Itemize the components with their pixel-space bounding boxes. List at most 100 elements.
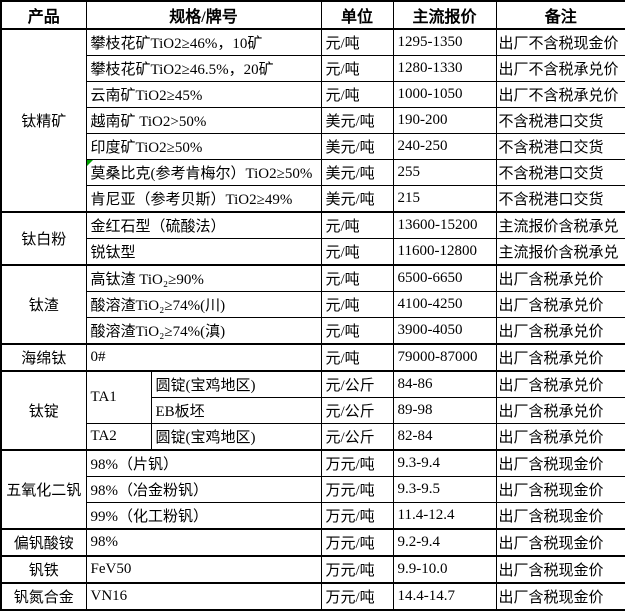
unit-cell-text: 元/吨 xyxy=(325,324,360,340)
note-cell-text: 不含税港口交货 xyxy=(498,192,604,208)
note-cell: 出厂不含税承兑价 xyxy=(495,55,625,82)
spec-cell: 攀枝花矿TiO2≥46.5%，20矿 xyxy=(85,55,322,82)
column-header-price: 主流报价 xyxy=(392,0,497,30)
product-cell: 钛渣 xyxy=(0,264,87,345)
price-cell: 4100-4250 xyxy=(392,291,497,318)
spec-cell: 印度矿TiO2≥50% xyxy=(85,133,322,160)
note-cell: 出厂不含税现金价 xyxy=(495,28,625,56)
unit-cell-text: 元/吨 xyxy=(325,351,360,367)
note-cell-text: 主流报价含税承兑 xyxy=(498,245,619,261)
spec-cell: FeV50 xyxy=(85,555,322,584)
note-cell: 出厂含税现金价 xyxy=(495,476,625,503)
unit-cell: 万元/吨 xyxy=(320,449,394,477)
note-cell: 出厂含税承兑价 xyxy=(495,397,625,424)
spec-cell-text: EB板坯 xyxy=(155,404,205,420)
price-cell-text: 1295-1350 xyxy=(397,34,463,50)
spec-cell-text: 锐钛型 xyxy=(90,245,136,261)
unit-cell: 元/吨 xyxy=(320,211,394,239)
spec-cell: 酸溶渣TiO₂≥74%(川) xyxy=(85,291,322,318)
spec-cell: 锐钛型 xyxy=(85,238,322,266)
price-cell: 190-200 xyxy=(392,107,497,134)
product-cell-text: 海绵钛 xyxy=(21,351,67,367)
price-cell: 14.4-14.7 xyxy=(392,582,497,611)
price-cell-text: 13600-15200 xyxy=(397,217,478,233)
unit-cell: 万元/吨 xyxy=(320,502,394,530)
unit-cell-text: 美元/吨 xyxy=(325,166,375,182)
column-header-note: 备注 xyxy=(495,0,625,30)
spec-cell: 越南矿 TiO2>50% xyxy=(85,107,322,134)
unit-cell-text: 元/吨 xyxy=(325,272,360,288)
product-cell: 钒氮合金 xyxy=(0,582,87,611)
note-cell: 不含税港口交货 xyxy=(495,133,625,160)
spec-cell-text: 圆锭(宝鸡地区) xyxy=(155,430,256,446)
price-cell: 89-98 xyxy=(392,397,497,424)
price-cell: 9.3-9.5 xyxy=(392,476,497,503)
table-row: TA2 圆锭(宝鸡地区) 元/公斤 82-84 出厂含税承兑价 xyxy=(1,423,625,451)
price-cell: 9.2-9.4 xyxy=(392,528,497,557)
note-cell: 出厂含税承兑价 xyxy=(495,423,625,451)
spec-cell-text: 98% xyxy=(90,534,119,550)
note-cell-text: 出厂含税承兑价 xyxy=(498,351,604,367)
spec-cell-text: 99%（化工粉钒） xyxy=(90,509,209,525)
spec-cell: 圆锭(宝鸡地区) xyxy=(150,423,322,451)
unit-cell-text: 万元/吨 xyxy=(325,536,375,552)
price-cell-text: 240-250 xyxy=(397,138,448,154)
table-row: EB板坯 元/公斤 89-98 出厂含税承兑价 xyxy=(1,397,625,424)
unit-cell: 万元/吨 xyxy=(320,476,394,503)
unit-cell-text: 元/吨 xyxy=(325,88,360,104)
note-cell: 出厂不含税承兑价 xyxy=(495,81,625,108)
spec-cell: 酸溶渣TiO₂≥74%(滇) xyxy=(85,317,322,345)
product-cell-text: 钒铁 xyxy=(28,563,59,579)
spec-cell-text: 98%（冶金粉钒） xyxy=(90,483,209,499)
spec-cell-text: 酸溶渣TiO₂≥74%(川) xyxy=(90,298,226,314)
unit-cell-text: 万元/吨 xyxy=(325,590,375,606)
unit-cell-text: 万元/吨 xyxy=(325,457,375,473)
price-cell: 9.9-10.0 xyxy=(392,555,497,584)
spec-cell: 98% xyxy=(85,528,322,557)
spec-cell-text: VN16 xyxy=(90,588,128,604)
grade-cell-text: TA2 xyxy=(90,428,117,444)
unit-cell-text: 元/吨 xyxy=(325,36,360,52)
unit-cell: 美元/吨 xyxy=(320,107,394,134)
table-row: 攀枝花矿TiO2≥46.5%，20矿 元/吨 1280-1330 出厂不含税承兑价 xyxy=(1,55,625,82)
unit-cell: 元/公斤 xyxy=(320,423,394,451)
product-cell-text: 偏钒酸铵 xyxy=(13,536,74,552)
product-cell-text: 五氧化二钒 xyxy=(6,483,82,499)
note-cell-text: 出厂含税承兑价 xyxy=(498,298,604,314)
note-cell-text: 不含税港口交货 xyxy=(498,114,604,130)
unit-cell: 元/公斤 xyxy=(320,370,394,398)
spec-cell-text: 越南矿 TiO2>50% xyxy=(90,114,207,130)
price-cell: 6500-6650 xyxy=(392,264,497,292)
unit-cell-text: 元/公斤 xyxy=(325,404,375,420)
table-row: 莫桑比克(参考肯梅尔）TiO2≥50% 美元/吨 255 不含税港口交货 xyxy=(1,159,625,186)
price-cell: 79000-87000 xyxy=(392,343,497,372)
unit-cell: 元/吨 xyxy=(320,55,394,82)
unit-cell-text: 万元/吨 xyxy=(325,563,375,579)
price-table-body: 钛精矿 攀枝花矿TiO2≥46%，10矿 元/吨 1295-1350 出厂不含税现金价攀… xyxy=(0,28,625,611)
spec-cell-text: 金红石型（硫酸法） xyxy=(90,219,226,235)
note-cell-text: 出厂含税承兑价 xyxy=(498,378,604,394)
note-cell: 出厂含税承兑价 xyxy=(495,343,625,372)
spec-cell-text: 肯尼亚（参考贝斯）TiO2≥49% xyxy=(90,192,293,208)
note-cell-text: 出厂含税现金价 xyxy=(498,457,604,473)
product-cell-text: 钛白粉 xyxy=(21,232,67,248)
column-header-spec: 规格/牌号 xyxy=(85,0,322,30)
table-row: 锐钛型 元/吨 11600-12800 主流报价含税承兑 xyxy=(1,238,625,266)
spec-cell-text: 印度矿TiO2≥50% xyxy=(90,140,203,156)
price-cell-text: 4100-4250 xyxy=(397,296,463,312)
spec-cell: 98%（片钒） xyxy=(85,449,322,477)
note-cell-text: 出厂含税现金价 xyxy=(498,590,604,606)
spec-cell: 攀枝花矿TiO2≥46%，10矿 xyxy=(85,28,322,56)
unit-cell-text: 元/吨 xyxy=(325,245,360,261)
spec-cell: 云南矿TiO2≥45% xyxy=(85,81,322,108)
table-row: 钛渣 高钛渣 TiO₂≥90% 元/吨 6500-6650 出厂含税承兑价 xyxy=(0,264,625,345)
unit-cell-text: 元/吨 xyxy=(325,298,360,314)
price-cell-text: 1000-1050 xyxy=(397,86,463,102)
note-cell: 出厂含税现金价 xyxy=(495,502,625,530)
price-cell-text: 82-84 xyxy=(397,428,433,444)
note-cell: 主流报价含税承兑 xyxy=(495,238,625,266)
table-row: 酸溶渣TiO₂≥74%(川) 元/吨 4100-4250 出厂含税承兑价 xyxy=(1,291,625,318)
spec-cell-text: 0# xyxy=(90,349,106,365)
spec-cell-text: 98%（片钒） xyxy=(90,457,179,473)
